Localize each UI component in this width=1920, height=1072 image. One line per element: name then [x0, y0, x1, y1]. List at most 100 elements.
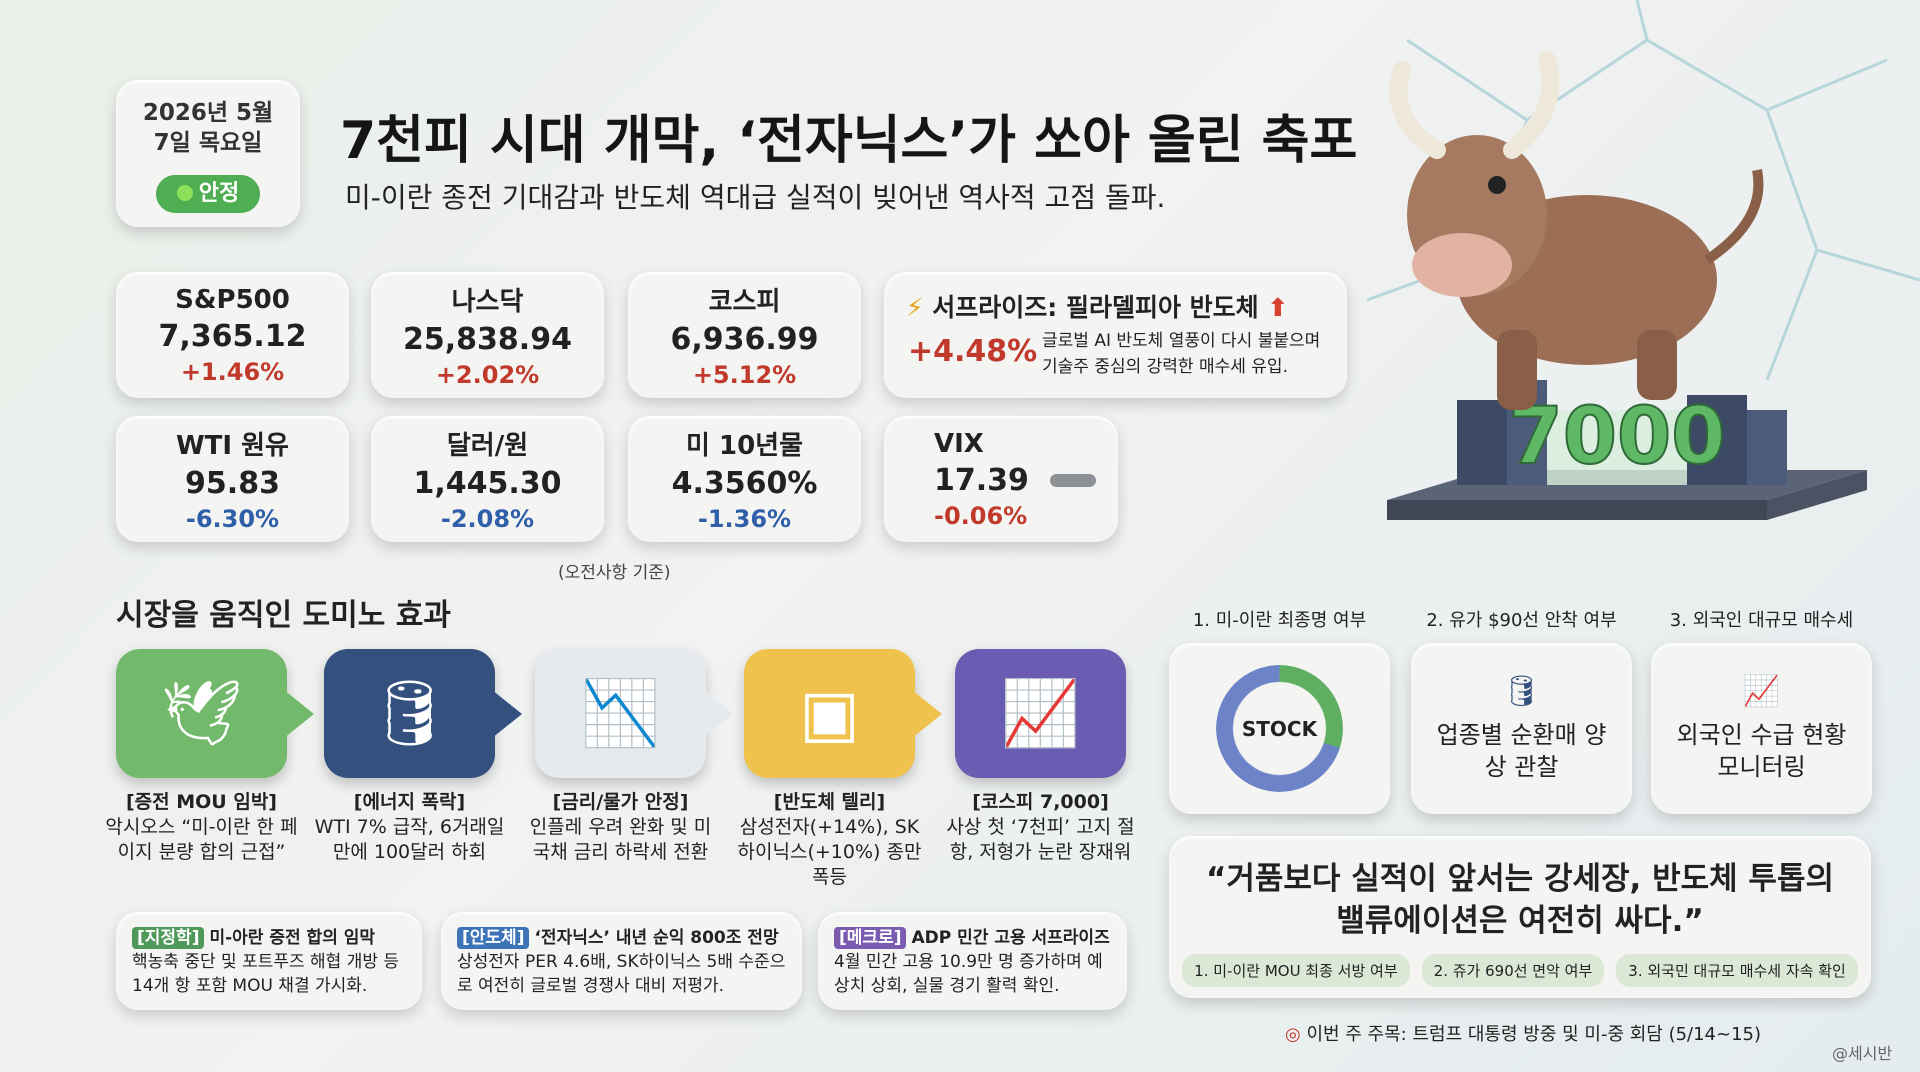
watch-body: 업종별 순환매 양상 관찰: [1436, 721, 1607, 781]
step-text: 사상 첫 ‘7천피’ 고지 절항, 저형가 눈란 장재워: [946, 816, 1135, 863]
step-label: [금리/물가 안정]: [552, 791, 689, 813]
market-change: -6.30%: [185, 505, 280, 533]
step-tile: ▣: [744, 649, 915, 778]
footer-text: 이번 주 주목: 트럼프 대통령 방중 및 미-중 회담 (5/14~15): [1306, 1024, 1762, 1045]
market-card: S&P500 7,365.12 +1.46%: [116, 272, 349, 398]
step-label: [반도체 텔리]: [773, 791, 886, 813]
note-title: ‘전자닉스’ 내년 순익 800조 전망: [534, 928, 779, 948]
step-arrow: [703, 690, 733, 738]
note-card: [메크로] ADP 민간 고용 서프라이즈 4월 민간 고용 10.9만 명 증가하…: [818, 912, 1127, 1010]
step-tile: 📈: [955, 649, 1126, 778]
watch-icon: 📈: [1742, 674, 1781, 709]
step-text: 악시오스 “미-이란 한 페이지 분량 합의 근접”: [105, 816, 298, 863]
note-text: 핵농축 중단 및 포트푸즈 해협 개방 등 14개 항 포함 MOU 채결 가시…: [132, 952, 400, 996]
note-text: 4월 민간 고용 10.9만 명 증가하며 예상치 상회, 실물 경기 활력 확…: [834, 952, 1103, 996]
note-tag: [지정학]: [132, 927, 205, 949]
step-arrow: [492, 690, 522, 738]
step-label: [코스피 7,000]: [972, 791, 1109, 813]
market-card: 코스피 6,936.99 +5.12%: [628, 272, 861, 398]
market-card: 나스닥 25,838.94 +2.02%: [371, 272, 604, 398]
market-name: 코스피: [708, 287, 781, 317]
watch-label: 1. 미-이란 최종명 여부: [1192, 610, 1367, 631]
watch-label: 2. 유가 $90선 안착 여부: [1426, 610, 1617, 631]
quote-box: “거품보다 실적이 앞서는 강세장, 반도체 투톱의 밸류에이션은 여전히 싸다…: [1169, 836, 1871, 998]
note-card: [안도체] ‘전자닉스’ 내년 순익 800조 전망 상성전자 PER 4.6배, …: [441, 912, 802, 1010]
bolt: ⚡: [906, 293, 933, 322]
donut: [1216, 665, 1343, 792]
step-label: [에너지 폭락]: [353, 791, 466, 813]
step-arrow: [284, 690, 314, 738]
market-card: WTI 원유 95.83 -6.30%: [116, 416, 349, 542]
note-tag: [메크로]: [834, 927, 907, 949]
market-name: 달러/원: [446, 431, 529, 461]
note: (오전사항 기준): [558, 563, 671, 583]
quote: “거품보다 실적이 앞서는 강세장, 반도체 투톱의 밸류에이션은 여전히 싸다…: [1206, 861, 1834, 939]
note-head: [메크로] ADP 민간 고용 서프라이즈: [834, 926, 1111, 950]
step-text: WTI 7% 급작, 6거래일 만에 100달러 하회: [314, 816, 505, 863]
market-card: 달러/원 1,445.30 -2.08%: [371, 416, 604, 542]
note-text: 상성전자 PER 4.6배, SK하이닉스 5배 수준으로 여전히 글로벌 경쟁…: [457, 952, 786, 996]
arrow: ⬆: [1258, 293, 1289, 322]
market-change: -0.06%: [934, 501, 1028, 530]
tag-pill: 2. 쥬가 690선 면악 여부: [1421, 954, 1605, 987]
credit: @세시반: [1832, 1044, 1893, 1063]
market-change: +2.02%: [435, 361, 540, 389]
market-name: WTI 원유: [176, 431, 289, 461]
market-card: VIX 17.39 -0.06%: [884, 416, 1118, 542]
watch-body: 외국인 수급 현황 모니터링: [1676, 721, 1847, 781]
market-change: +5.12%: [692, 361, 797, 389]
subtitle: 미-이란 종전 기대감과 반도체 역대급 실적이 빚어낸 역사적 고점 돌파.: [345, 181, 1166, 214]
market-value: 1,445.30: [413, 466, 562, 501]
status-badge: 안정: [156, 175, 260, 213]
watch-card: STOCK: [1169, 643, 1390, 814]
status: 안정: [198, 181, 240, 206]
tag-pill: 3. 외국민 대규모 매수세 자속 확인: [1616, 954, 1858, 987]
note-card: [지정학] 미-아란 증전 합의 임막 핵농축 중단 및 포트푸즈 해협 개방 등 …: [116, 912, 422, 1010]
step-label: [증전 MOU 임박]: [125, 791, 277, 813]
date: 2026년 5월 7일 목요일: [142, 100, 274, 156]
watch-label: 3. 외국인 대규모 매수세: [1669, 610, 1854, 631]
surprise-text: 글로벌 AI 반도체 열풍이 다시 불붙으며 기술주 중심의 강력한 매수세 유…: [1042, 331, 1321, 377]
watch-icon: 🛢: [1502, 674, 1541, 709]
step-tile: 🕊: [116, 649, 287, 778]
note-head: [지정학] 미-아란 증전 합의 임막: [132, 926, 406, 950]
date-box: 2026년 5월 7일 목요일 안정: [116, 80, 300, 227]
market-change: +1.46%: [180, 357, 285, 386]
step-caption: [반도체 텔리] 삼성전자(+14%), SK하이닉스(+10%) 종만 폭등: [732, 790, 927, 890]
market-value: 6,936.99: [670, 322, 819, 357]
footer: ◎ 이번 주 주목: 트럼프 대통령 방중 및 미-중 회담 (5/14~15): [1285, 1024, 1762, 1045]
market-value: 95.83: [185, 466, 280, 501]
surprise-change: +4.48%: [908, 334, 1038, 369]
market-name: VIX: [934, 428, 984, 459]
hero-illustration: 7000: [1366, 0, 1920, 520]
step-text: 인플레 우려 완화 및 미 국채 금리 하락세 전환: [529, 816, 712, 863]
step-arrow: [912, 690, 942, 738]
surprise-card: ⚡ 서프라이즈: 필라델피아 반도체 ⬆ +4.48% 글로벌 AI 반도체 열풍이…: [884, 272, 1347, 398]
domino-title: 시장을 움직인 도미노 효과: [116, 598, 451, 633]
step-text: 삼성전자(+14%), SK하이닉스(+10%) 종만 폭등: [737, 816, 922, 888]
flat-indicator: [1050, 474, 1096, 487]
market-name: 미 10년물: [686, 431, 803, 461]
market-value: 7,365.12: [158, 318, 307, 354]
title: 7천피 시대 개막, ‘전자닉스’가 쏘아 올린 축포: [340, 111, 1358, 171]
tag-pill: 1. 미-이란 MOU 최종 서방 여부: [1182, 954, 1410, 987]
step-caption: [에너지 폭락] WTI 7% 급작, 6거래일 만에 100달러 하회: [312, 790, 507, 865]
note-head: [안도체] ‘전자닉스’ 내년 순익 800조 전망: [457, 926, 786, 950]
watch-card: 🛢 업종별 순환매 양상 관찰: [1411, 643, 1632, 814]
step-tile: 📉: [535, 649, 706, 778]
note-tag: [안도체]: [457, 927, 530, 949]
market-name: 나스닥: [451, 287, 524, 317]
watch-card: 📈 외국인 수급 현황 모니터링: [1651, 643, 1872, 814]
surprise-title: 서프라이즈: 필라델피아 반도체: [932, 293, 1259, 322]
market-value: 17.39: [934, 462, 1029, 498]
market-value: 25,838.94: [403, 322, 572, 357]
tags: 1. 미-이란 MOU 최종 서방 여부 2. 쥬가 690선 면악 여부 3. 외…: [1169, 954, 1871, 987]
step-caption: [증전 MOU 임박] 악시오스 “미-이란 한 페이지 분량 합의 근접”: [104, 790, 299, 865]
note-title: ADP 민간 고용 서프라이즈: [911, 928, 1110, 948]
step-caption: [금리/물가 안정] 인플레 우려 완화 및 미 국채 금리 하락세 전환: [523, 790, 718, 865]
watch-body: STOCK: [1241, 716, 1318, 741]
note-title: 미-아란 증전 합의 임막: [209, 928, 376, 948]
market-card: 미 10년물 4.3560% -1.36%: [628, 416, 861, 542]
step-caption: [코스피 7,000] 사상 첫 ‘7천피’ 고지 절항, 저형가 눈란 장재워: [943, 790, 1138, 865]
